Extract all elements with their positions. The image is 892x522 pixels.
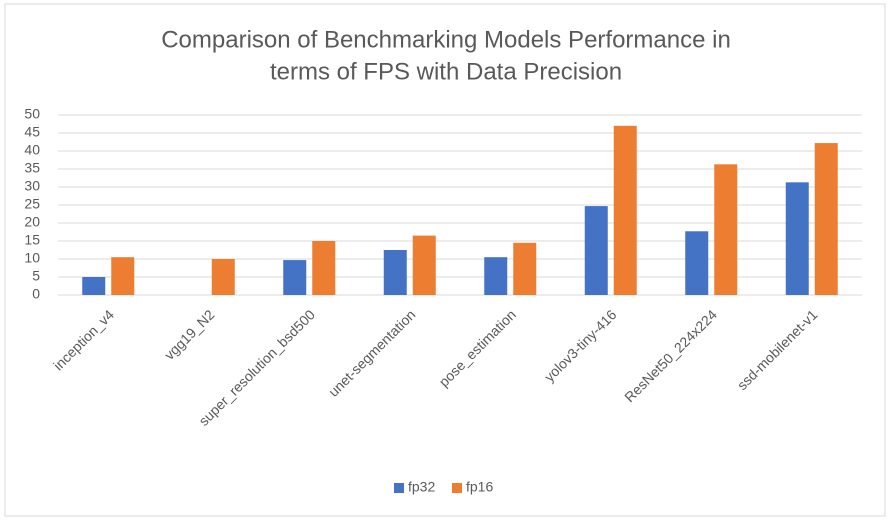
bar [412,235,436,295]
bar [814,143,838,295]
y-tick-label: 30 [24,178,40,194]
y-tick-label: 0 [32,286,40,302]
y-tick-label: 20 [24,214,40,230]
chart-title: terms of FPS with Data Precision [270,58,622,85]
bar [283,260,307,295]
bar [82,277,106,295]
bar [613,125,637,295]
y-tick-label: 10 [24,250,40,266]
bar [111,257,135,295]
y-tick-label: 5 [32,268,40,284]
bar [484,257,508,295]
bar [685,231,709,295]
bar [383,250,407,295]
y-tick-label: 15 [24,232,40,248]
bar [211,259,235,295]
y-tick-label: 35 [24,160,40,176]
legend-label: fp32 [408,479,435,495]
bar [785,182,809,295]
chart-title: Comparison of Benchmarking Models Perfor… [161,26,731,53]
y-tick-label: 25 [24,196,40,212]
chart-border [4,3,886,517]
bar [584,206,608,295]
legend-swatch [394,483,404,493]
y-tick-label: 40 [24,142,40,158]
bar [312,241,336,295]
y-tick-label: 50 [24,106,40,122]
y-tick-label: 45 [24,124,40,140]
legend-swatch [452,483,462,493]
legend-label: fp16 [466,479,493,495]
bar [714,164,738,295]
bar [513,242,537,295]
